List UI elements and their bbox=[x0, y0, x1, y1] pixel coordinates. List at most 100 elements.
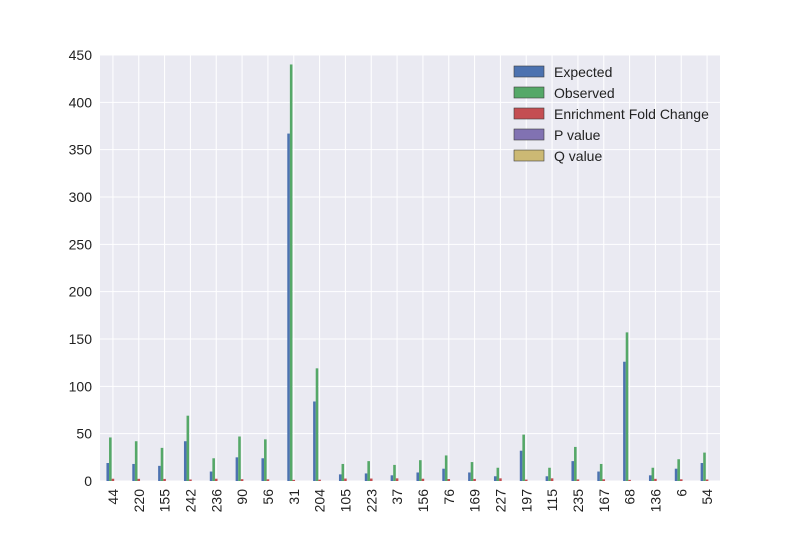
bar-observed bbox=[109, 437, 112, 481]
bar-observed bbox=[238, 436, 241, 481]
bar-observed bbox=[367, 461, 370, 481]
bar-expected bbox=[674, 468, 678, 481]
x-tick-label: 223 bbox=[363, 489, 379, 513]
y-tick-label: 200 bbox=[69, 284, 93, 300]
y-tick-label: 250 bbox=[69, 236, 93, 252]
x-tick-label: 105 bbox=[337, 489, 353, 513]
legend-swatch bbox=[513, 107, 545, 120]
plot-area bbox=[100, 55, 720, 481]
bar-enrichment-fold-change bbox=[447, 479, 451, 481]
bar-expected bbox=[158, 465, 161, 481]
bar-expected bbox=[493, 476, 497, 481]
legend-label: Enrichment Fold Change bbox=[554, 106, 709, 122]
bar-observed bbox=[548, 467, 551, 481]
bar-enrichment-fold-change bbox=[292, 479, 296, 481]
bar-observed bbox=[496, 467, 500, 481]
x-tick-label: 54 bbox=[699, 489, 715, 505]
bar-enrichment-fold-change bbox=[369, 478, 373, 481]
bar-enrichment-fold-change bbox=[602, 479, 606, 481]
legend-swatch bbox=[513, 149, 545, 162]
bar-observed bbox=[599, 463, 603, 481]
bar-observed bbox=[315, 368, 319, 481]
bar-expected bbox=[700, 463, 704, 481]
bar-expected bbox=[261, 458, 265, 481]
bar-enrichment-fold-change bbox=[524, 479, 528, 481]
bar-observed bbox=[341, 463, 345, 481]
bar-enrichment-fold-change bbox=[111, 478, 115, 481]
bar-observed bbox=[419, 460, 422, 481]
x-tick-label: 220 bbox=[131, 489, 147, 513]
y-tick-label: 150 bbox=[69, 331, 93, 347]
x-tick-label: 6 bbox=[673, 489, 689, 497]
legend-label: Expected bbox=[554, 64, 612, 80]
y-tick-label: 100 bbox=[69, 378, 93, 394]
bar-enrichment-fold-change bbox=[473, 478, 476, 481]
x-tick-label: 242 bbox=[182, 489, 198, 513]
bar-enrichment-fold-change bbox=[318, 479, 321, 481]
bar-expected bbox=[209, 471, 213, 481]
y-tick-label: 400 bbox=[69, 94, 93, 110]
legend-swatch bbox=[513, 86, 545, 99]
bar-expected bbox=[545, 476, 549, 481]
bar-expected bbox=[390, 475, 394, 481]
grid-lines bbox=[100, 54, 720, 482]
x-tick-label: 167 bbox=[596, 489, 612, 513]
x-tick-label: 56 bbox=[260, 489, 276, 505]
y-tick-label: 50 bbox=[76, 426, 92, 442]
bar-expected bbox=[132, 463, 135, 481]
bar-expected bbox=[519, 450, 523, 481]
x-tick-label: 31 bbox=[286, 489, 302, 505]
bar-observed bbox=[470, 462, 474, 481]
bar-enrichment-fold-change bbox=[137, 478, 141, 481]
legend-swatch bbox=[513, 128, 545, 141]
bar-enrichment-fold-change bbox=[550, 478, 554, 481]
bar-enrichment-fold-change bbox=[266, 479, 270, 481]
bar-observed bbox=[444, 455, 448, 481]
bar-expected bbox=[648, 475, 652, 481]
x-tick-label: 68 bbox=[622, 489, 638, 505]
x-tick-label: 227 bbox=[492, 489, 508, 513]
legend-label: Observed bbox=[554, 85, 615, 101]
bar-observed bbox=[522, 434, 525, 481]
bar-observed bbox=[212, 458, 215, 481]
bar-enrichment-fold-change bbox=[654, 478, 657, 481]
x-tick-label: 76 bbox=[441, 489, 457, 505]
bar-enrichment-fold-change bbox=[679, 479, 683, 481]
x-tick-label: 204 bbox=[312, 489, 328, 513]
bar-enrichment-fold-change bbox=[344, 478, 347, 481]
x-tick-label: 169 bbox=[467, 489, 483, 513]
bar-enrichment-fold-change bbox=[499, 478, 502, 481]
bar-expected bbox=[416, 472, 420, 481]
bar-observed bbox=[703, 452, 706, 481]
x-tick-label: 235 bbox=[570, 489, 586, 513]
x-tick-label: 156 bbox=[415, 489, 431, 513]
bar-observed bbox=[625, 332, 629, 481]
x-axis-ticks: 44 220 155 242 236 90 56 31 204 105 223 37 156 76 169 2… bbox=[105, 489, 715, 513]
bar-enrichment-fold-change bbox=[628, 479, 631, 481]
bar-expected bbox=[183, 441, 187, 481]
bar-observed bbox=[134, 441, 138, 481]
bar-observed bbox=[677, 459, 680, 481]
x-tick-label: 155 bbox=[157, 489, 173, 513]
bar-expected bbox=[597, 471, 600, 481]
x-tick-label: 197 bbox=[518, 489, 534, 513]
legend-label: Q value bbox=[554, 148, 602, 164]
bar-expected bbox=[235, 457, 239, 481]
x-tick-label: 44 bbox=[105, 489, 121, 505]
bar-expected bbox=[364, 473, 368, 481]
y-tick-label: 350 bbox=[69, 142, 93, 158]
bar-observed bbox=[186, 415, 190, 481]
bar-observed bbox=[289, 64, 293, 481]
bar-enrichment-fold-change bbox=[421, 478, 425, 481]
bar-expected bbox=[468, 472, 471, 481]
bar-enrichment-fold-change bbox=[214, 478, 218, 481]
bar-enrichment-fold-change bbox=[576, 479, 580, 481]
bar-expected bbox=[287, 133, 290, 481]
bar-expected bbox=[623, 361, 626, 481]
bar-enrichment-fold-change bbox=[705, 479, 709, 481]
bar-expected bbox=[442, 468, 445, 481]
bar-enrichment-fold-change bbox=[163, 478, 166, 481]
bar-observed bbox=[393, 464, 396, 481]
x-tick-label: 37 bbox=[389, 489, 405, 505]
